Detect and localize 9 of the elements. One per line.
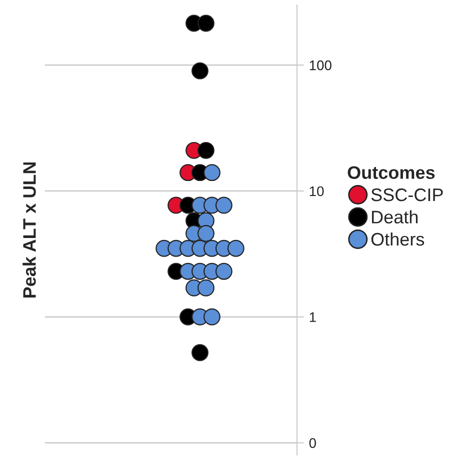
y-tick-label: 10 <box>310 186 324 196</box>
y-axis-title: Peak ALT x ULN <box>22 162 36 298</box>
y-tick-label: 100 <box>310 60 332 70</box>
legend-label: SSC-CIP <box>371 188 443 202</box>
legend-title: Outcomes <box>348 166 435 179</box>
legend-label: Others <box>371 232 424 246</box>
legend-label: Death <box>372 210 418 224</box>
y-tick-label: 0 <box>309 438 316 448</box>
y-tick-label: 1 <box>310 312 316 322</box>
